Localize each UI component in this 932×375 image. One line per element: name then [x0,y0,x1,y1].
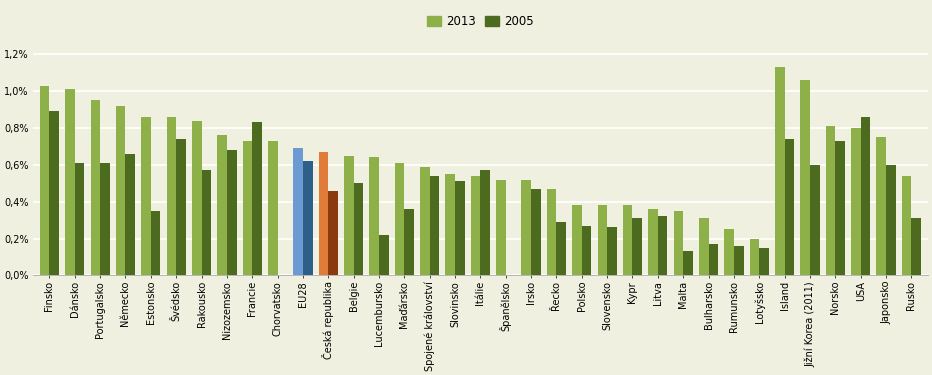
Bar [826,126,835,275]
Bar [142,117,151,275]
Bar [876,137,886,275]
Bar [835,141,845,275]
Bar [547,189,556,275]
Bar [649,209,658,275]
Bar [151,211,160,275]
Bar [810,165,819,275]
Bar [785,139,794,275]
Bar [699,218,708,275]
Bar [49,111,59,275]
Bar [471,176,480,275]
Bar [395,163,404,275]
Bar [40,86,49,275]
Bar [65,89,75,275]
Bar [597,206,607,275]
Bar [75,163,85,275]
Bar [404,209,414,275]
Bar [328,190,338,275]
Bar [674,211,683,275]
Bar [226,150,237,275]
Bar [775,67,785,275]
Bar [242,141,253,275]
Bar [623,206,633,275]
Bar [217,135,226,275]
Bar [607,228,617,275]
Bar [192,121,201,275]
Bar [100,163,110,275]
Bar [633,218,642,275]
Legend: 2013, 2005: 2013, 2005 [422,10,539,33]
Bar [531,189,541,275]
Bar [582,226,592,275]
Bar [572,206,582,275]
Bar [480,170,490,275]
Bar [353,183,363,275]
Bar [379,235,389,275]
Bar [749,238,760,275]
Bar [430,176,439,275]
Bar [801,80,810,275]
Bar [268,141,278,275]
Bar [886,165,896,275]
Bar [176,139,185,275]
Bar [683,252,692,275]
Bar [496,180,506,275]
Bar [344,156,353,275]
Bar [658,216,667,275]
Bar [303,161,312,275]
Bar [733,246,744,275]
Bar [760,248,769,275]
Bar [556,222,566,275]
Bar [851,128,860,275]
Bar [445,174,455,275]
Bar [116,106,126,275]
Bar [724,230,733,275]
Bar [90,100,100,275]
Bar [201,170,212,275]
Bar [253,122,262,275]
Bar [369,158,379,275]
Bar [911,218,921,275]
Bar [126,154,135,275]
Bar [522,180,531,275]
Bar [708,244,719,275]
Bar [420,166,430,275]
Bar [294,148,303,275]
Bar [902,176,911,275]
Bar [319,152,328,275]
Bar [860,117,870,275]
Bar [167,117,176,275]
Bar [455,182,465,275]
